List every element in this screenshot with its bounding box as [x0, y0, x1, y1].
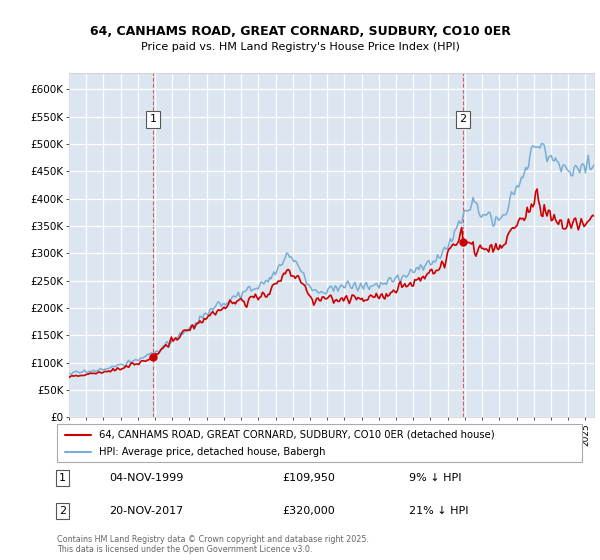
Text: 2: 2 — [460, 114, 467, 124]
Text: 20-NOV-2017: 20-NOV-2017 — [110, 506, 184, 516]
Text: 9% ↓ HPI: 9% ↓ HPI — [409, 473, 461, 483]
Text: HPI: Average price, detached house, Babergh: HPI: Average price, detached house, Babe… — [99, 447, 325, 458]
Text: 1: 1 — [149, 114, 157, 124]
Text: £109,950: £109,950 — [283, 473, 335, 483]
Text: 64, CANHAMS ROAD, GREAT CORNARD, SUDBURY, CO10 0ER (detached house): 64, CANHAMS ROAD, GREAT CORNARD, SUDBURY… — [99, 430, 494, 440]
FancyBboxPatch shape — [57, 424, 582, 462]
Text: 1: 1 — [59, 473, 66, 483]
Text: 2: 2 — [59, 506, 66, 516]
Text: 64, CANHAMS ROAD, GREAT CORNARD, SUDBURY, CO10 0ER: 64, CANHAMS ROAD, GREAT CORNARD, SUDBURY… — [89, 25, 511, 38]
Text: Price paid vs. HM Land Registry's House Price Index (HPI): Price paid vs. HM Land Registry's House … — [140, 42, 460, 52]
Text: Contains HM Land Registry data © Crown copyright and database right 2025.
This d: Contains HM Land Registry data © Crown c… — [57, 535, 369, 554]
Text: 21% ↓ HPI: 21% ↓ HPI — [409, 506, 468, 516]
Text: £320,000: £320,000 — [283, 506, 335, 516]
Text: 04-NOV-1999: 04-NOV-1999 — [110, 473, 184, 483]
